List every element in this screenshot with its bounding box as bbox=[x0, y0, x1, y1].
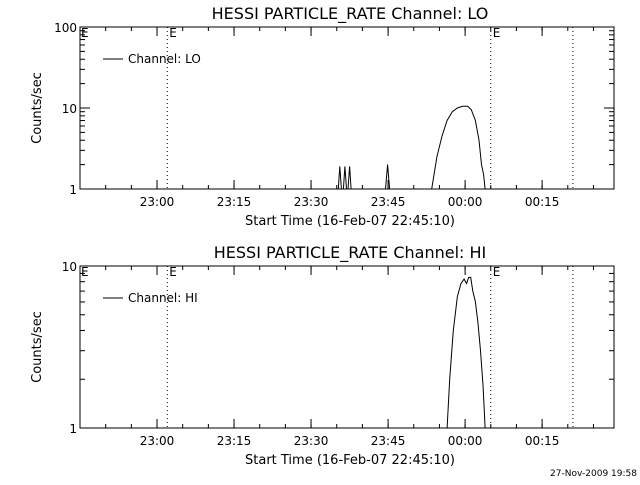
hi-event-marker-label: E bbox=[169, 265, 177, 279]
hi-y-tick-label: 10 bbox=[62, 260, 77, 274]
hi-legend-label: Channel: HI bbox=[128, 291, 198, 305]
hi-series-layer: E EE bbox=[81, 265, 574, 429]
hi-chart-title: HESSI PARTICLE_RATE Channel: HI bbox=[214, 243, 487, 263]
lo-x-tick-label: 23:15 bbox=[217, 195, 252, 209]
hi-y-axis-label: Counts/sec bbox=[30, 311, 45, 383]
lo-chart-title: HESSI PARTICLE_RATE Channel: LO bbox=[212, 4, 489, 24]
hi-y-tick-label: 1 bbox=[69, 422, 77, 436]
lo-axes: 23:00 23:15 23:30 23:45 00:00 00:15 1 10 100 bbox=[54, 21, 614, 209]
lo-y-tick-label: 100 bbox=[54, 21, 77, 35]
lo-y-axis-label: Counts/sec bbox=[30, 72, 45, 144]
lo-event-marker-label: E bbox=[493, 26, 501, 40]
hi-x-tick-label: 00:15 bbox=[525, 434, 560, 448]
plot-timestamp: 27-Nov-2009 19:58 bbox=[550, 469, 637, 479]
hi-axes: 23:00 23:15 23:30 23:45 00:00 00:15 1 10 bbox=[62, 260, 614, 448]
lo-series-layer: E EE bbox=[81, 26, 574, 190]
lo-x-tick-label: 00:00 bbox=[448, 195, 483, 209]
hi-x-tick-label: 23:15 bbox=[217, 434, 252, 448]
lo-x-tick-label: 23:00 bbox=[140, 195, 175, 209]
hi-plot-frame bbox=[79, 265, 615, 429]
hi-event-marker-label: E bbox=[81, 265, 89, 279]
hi-event-marker-label: E bbox=[493, 265, 501, 279]
hi-series-line bbox=[446, 276, 486, 429]
lo-series-line bbox=[337, 105, 486, 190]
hi-x-axis-label: Start Time (16-Feb-07 22:45:10) bbox=[245, 453, 455, 468]
lo-y-tick-label: 10 bbox=[62, 102, 77, 116]
hi-x-tick-label: 23:30 bbox=[294, 434, 329, 448]
lo-channel-panel: HESSI PARTICLE_RATE Channel: LO 23:00 23:… bbox=[30, 4, 615, 229]
hi-x-tick-label: 00:00 bbox=[448, 434, 483, 448]
lo-event-marker-label: E bbox=[169, 26, 177, 40]
lo-x-tick-label: 00:15 bbox=[525, 195, 560, 209]
lo-x-tick-label: 23:45 bbox=[371, 195, 406, 209]
hi-x-tick-label: 23:00 bbox=[140, 434, 175, 448]
lo-event-marker-label: E bbox=[81, 26, 89, 40]
hi-x-tick-label: 23:45 bbox=[371, 434, 406, 448]
lo-y-tick-label: 1 bbox=[69, 183, 77, 197]
lo-x-tick-label: 23:30 bbox=[294, 195, 329, 209]
lo-x-axis-label: Start Time (16-Feb-07 22:45:10) bbox=[245, 214, 455, 229]
lo-legend-label: Channel: LO bbox=[128, 52, 201, 66]
hi-channel-panel: HESSI PARTICLE_RATE Channel: HI 23:00 23:… bbox=[30, 243, 615, 468]
